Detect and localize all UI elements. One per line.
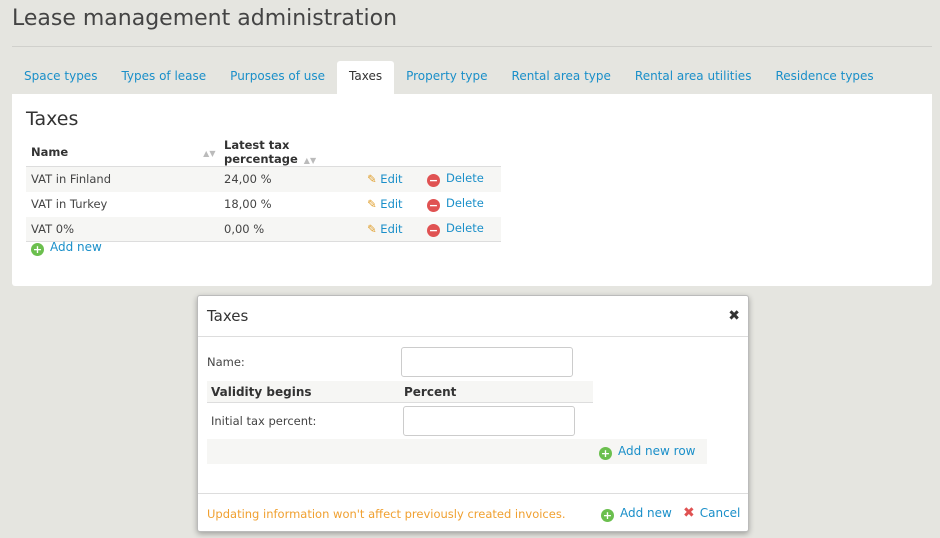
divider [198, 336, 748, 337]
sort-icon[interactable]: ▲▼ [203, 149, 216, 158]
row-name: VAT 0% [26, 216, 219, 242]
name-label: Name: [207, 355, 245, 369]
tab-space-types[interactable]: Space types [24, 69, 98, 83]
divider [12, 46, 932, 47]
edit-button[interactable]: ✎ Edit [367, 172, 403, 187]
plus-circle-icon: + [599, 447, 612, 460]
row-name: VAT in Turkey [31, 197, 108, 211]
panel-title: Taxes [26, 108, 79, 130]
taxes-panel: Taxes Name ▲▼ Latest tax percentage ▲▼ VAT… [12, 94, 932, 286]
table-row: VAT 0% 0,00 % ✎ Edit − Delete [26, 216, 501, 242]
taxes-table: Name ▲▼ Latest tax percentage ▲▼ VAT in Fi… [26, 138, 501, 242]
sort-icon[interactable]: ▲▼ [303, 156, 317, 165]
column-header-name[interactable]: Name ▲▼ [26, 138, 219, 167]
row-percent: 24,00 % [219, 166, 362, 192]
dialog-title: Taxes [207, 307, 249, 325]
row-percent: 18,00 % [224, 197, 272, 211]
edit-button[interactable]: ✎ Edit [367, 197, 403, 211]
validity-table-header: Validity begins Percent [207, 381, 593, 403]
name-input[interactable] [401, 347, 573, 377]
row-percent: 0,00 % [219, 216, 362, 242]
pencil-icon: ✎ [367, 197, 377, 211]
delete-button[interactable]: − Delete [427, 171, 484, 188]
table-row: VAT in Finland 24,00 % ✎ Edit − Delete [26, 166, 501, 192]
initial-tax-label: Initial tax percent: [211, 414, 317, 428]
add-new-button[interactable]: + Add new [31, 240, 102, 256]
tab-rental-area-type[interactable]: Rental area type [511, 69, 611, 83]
warning-text: Updating information won't affect previo… [207, 507, 566, 521]
delete-button[interactable]: − Delete [427, 220, 484, 237]
pencil-icon: ✎ [367, 221, 377, 236]
plus-circle-icon: + [31, 243, 44, 256]
pencil-icon: ✎ [367, 172, 377, 187]
edit-button[interactable]: ✎ Edit [367, 221, 403, 236]
initial-tax-input[interactable] [403, 406, 575, 436]
taxes-dialog: Taxes ✖ Name: Validity begins Percent In… [197, 295, 749, 532]
close-icon[interactable]: ✖ [728, 308, 740, 324]
tab-rental-area-utilities[interactable]: Rental area utilities [634, 69, 752, 83]
x-icon: ✖ [683, 505, 695, 521]
tab-property-type[interactable]: Property type [406, 69, 488, 83]
delete-button[interactable]: − Delete [427, 196, 484, 212]
tab-taxes[interactable]: Taxes [337, 61, 395, 94]
minus-circle-icon: − [427, 223, 440, 237]
table-row: VAT in Turkey 18,00 % ✎ Edit − Delete [26, 192, 501, 217]
add-new-row-button[interactable]: + Add new row [599, 444, 696, 460]
minus-circle-icon: − [427, 199, 440, 212]
page-title: Lease management administration [12, 6, 398, 31]
tab-types-of-lease[interactable]: Types of lease [121, 69, 207, 83]
tab-purposes-of-use[interactable]: Purposes of use [230, 69, 326, 83]
minus-circle-icon: − [427, 174, 440, 188]
divider [198, 493, 748, 494]
add-new-button[interactable]: + Add new [601, 506, 672, 522]
tab-residence-types[interactable]: Residence types [775, 69, 874, 83]
tab-bar: Space types Types of lease Purposes of u… [12, 61, 886, 94]
row-name: VAT in Finland [26, 166, 219, 192]
plus-circle-icon: + [601, 509, 614, 522]
column-header-percentage[interactable]: Latest tax percentage ▲▼ [219, 138, 362, 167]
add-row-bar: + Add new row [207, 439, 707, 464]
cancel-button[interactable]: ✖ Cancel [683, 505, 741, 521]
